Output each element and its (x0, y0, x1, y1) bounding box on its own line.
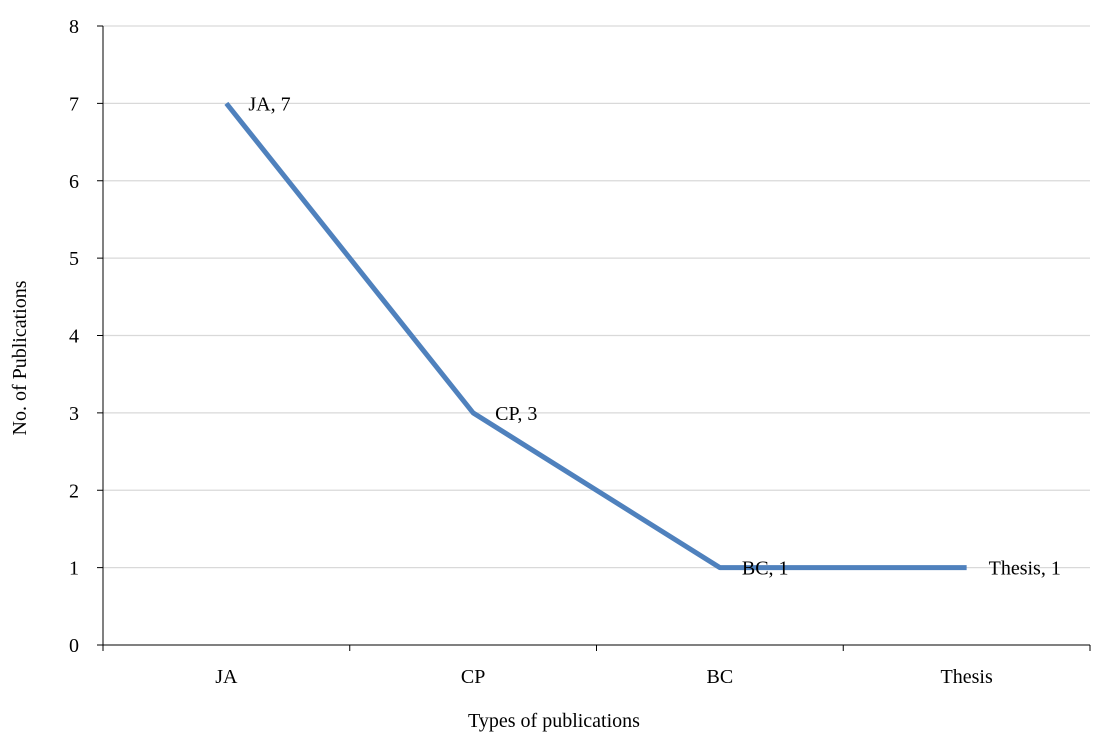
series-layer (224, 101, 967, 571)
gridlines (103, 25, 1090, 569)
y-tick-label: 8 (69, 16, 79, 38)
y-tick-label: 7 (69, 93, 79, 115)
y-tick-label: 6 (69, 171, 79, 193)
y-tick-label: 2 (69, 480, 79, 502)
y-tick-label: 3 (69, 403, 79, 425)
data-label-cp: CP, 3 (495, 403, 537, 425)
axes (97, 25, 1091, 651)
y-tick-label: 4 (69, 326, 79, 348)
y-tick-label: 1 (69, 558, 79, 580)
data-label-ja: JA, 7 (248, 93, 290, 115)
x-tick-label-thesis: Thesis (941, 666, 993, 688)
y-axis-title: No. of Publications (9, 280, 31, 435)
x-axis-title: Types of publications (468, 710, 640, 732)
y-tick-label: 5 (69, 248, 79, 270)
x-tick-label-bc: BC (707, 666, 734, 688)
series-line (224, 101, 967, 571)
data-label-bc: BC, 1 (742, 558, 789, 580)
x-tick-label-cp: CP (461, 666, 485, 688)
y-tick-label: 0 (69, 635, 79, 657)
x-tick-label-ja: JA (215, 666, 238, 688)
data-label-thesis: Thesis, 1 (989, 558, 1061, 580)
labels: 0 1 2 3 4 5 6 7 8 JA CP BC Thesis JA, 7 CP, 3 BC, 1 Thes… (69, 16, 1061, 688)
